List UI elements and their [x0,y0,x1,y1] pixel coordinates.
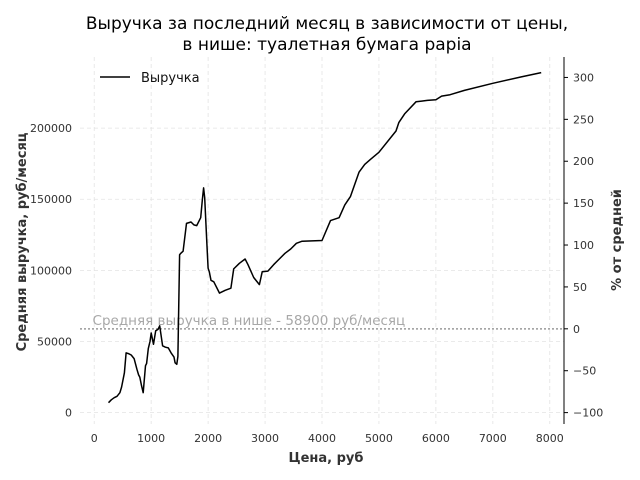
chart-subtitle: в нише: туалетная бумага papia [182,35,471,55]
x-axis-label: Цена, руб [289,451,364,466]
y2-tick-label: −100 [573,407,603,420]
series-line-revenue [107,71,542,404]
y2-tick-label: 100 [573,239,594,252]
legend: Выручка [100,71,200,86]
y-tick-label: 0 [65,407,72,420]
chart-title: Выручка за последний месяц в зависимости… [86,14,568,34]
y2-tick-label: 200 [573,155,594,168]
y2-tick-label: −50 [573,365,596,378]
y2-tick-label: 300 [573,71,594,84]
x-tick-label: 4000 [308,432,336,445]
x-tick-label: 1000 [137,432,165,445]
y2-tick-label: 250 [573,113,594,126]
y-axis-ticks: 0 50000 100000 150000 200000 [30,122,72,419]
x-tick-label: 7000 [479,432,507,445]
x-tick-label: 8000 [536,432,564,445]
grid [80,57,564,424]
x-tick-label: 6000 [422,432,450,445]
y-axis-label: Средняя выручка, руб/месяц [15,132,30,351]
reference-line-group: Средняя выручка в нише - 58900 руб/месяц [80,313,564,330]
y-tick-label: 100000 [30,264,72,277]
x-tick-label: 3000 [251,432,279,445]
x-tick-label: 2000 [194,432,222,445]
legend-label-revenue: Выручка [141,71,200,86]
y2-axis-ticks: −100 −50 0 50 100 150 200 250 300 [564,71,603,420]
y2-tick-label: 50 [573,281,587,294]
series-group [107,71,542,404]
y-tick-label: 150000 [30,193,72,206]
x-axis-ticks: 0 1000 2000 3000 4000 5000 6000 7000 8000 [91,432,564,445]
y2-tick-label: 150 [573,197,594,210]
x-tick-label: 5000 [365,432,393,445]
average-reference-label: Средняя выручка в нише - 58900 руб/месяц [93,313,406,329]
y-tick-label: 200000 [30,122,72,135]
x-tick-label: 0 [91,432,98,445]
y-tick-label: 50000 [37,335,72,348]
y2-tick-label: 0 [573,323,580,336]
y2-axis-label: % от средней [610,189,625,291]
